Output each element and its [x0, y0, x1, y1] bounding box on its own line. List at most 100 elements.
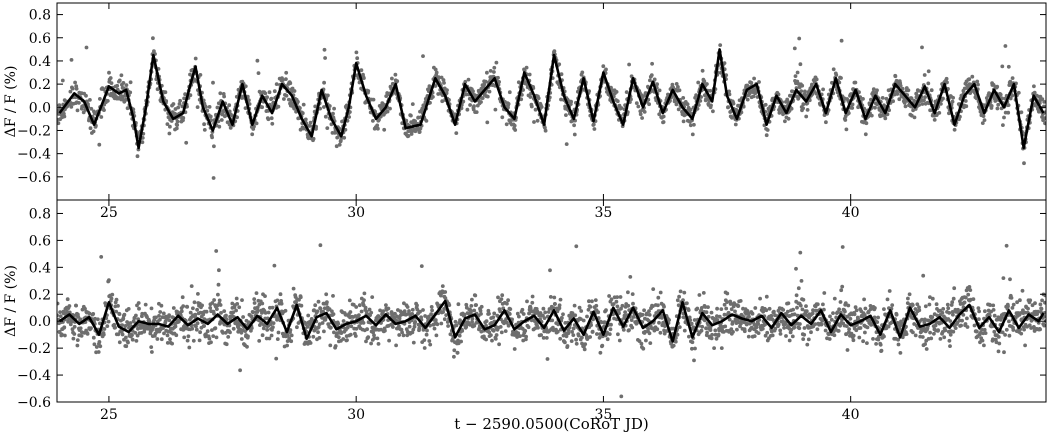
observation-point — [548, 295, 553, 299]
observation-point — [384, 303, 388, 307]
observation-point — [800, 83, 805, 88]
observation-point — [623, 310, 627, 314]
observation-point — [336, 321, 341, 326]
observation-point — [85, 332, 90, 336]
observation-point — [269, 116, 274, 121]
observation-point — [371, 330, 375, 335]
observation-point — [288, 81, 293, 86]
observation-point — [134, 313, 138, 318]
observation-point — [618, 295, 623, 299]
observation-point — [459, 339, 463, 344]
observation-point — [678, 289, 683, 294]
observation-point — [861, 97, 865, 101]
observation-point — [341, 319, 346, 323]
observation-point — [484, 323, 488, 328]
observation-point — [581, 318, 586, 323]
observation-point — [752, 334, 757, 338]
observation-point — [386, 306, 391, 311]
observation-point — [810, 311, 815, 316]
y-tick-label: 0.0 — [29, 100, 51, 116]
observation-point — [508, 307, 513, 311]
observation-point — [188, 310, 193, 315]
observation-point — [506, 102, 511, 106]
observation-point — [709, 336, 714, 341]
observation-point — [722, 312, 727, 317]
observation-point — [620, 303, 625, 308]
observation-point — [174, 126, 179, 131]
observation-point — [735, 327, 739, 332]
observation-point — [423, 314, 427, 318]
observation-point — [651, 287, 656, 291]
observation-point — [149, 345, 154, 349]
observation-point — [87, 311, 92, 316]
observation-point — [524, 337, 528, 342]
observation-point — [479, 312, 483, 316]
observation-point — [781, 308, 786, 312]
observation-point — [950, 300, 955, 305]
observation-point — [234, 308, 239, 313]
observation-point — [586, 307, 591, 312]
observation-point — [295, 325, 299, 330]
observation-point — [128, 321, 133, 325]
observation-point — [657, 112, 662, 117]
observation-point — [294, 300, 298, 304]
observation-point — [465, 107, 470, 112]
observation-point — [662, 328, 666, 333]
observation-point — [704, 310, 709, 315]
observation-point — [875, 320, 880, 324]
observation-point — [745, 309, 750, 313]
observation-point — [331, 312, 336, 316]
observation-point — [558, 297, 563, 302]
observation-point — [764, 133, 769, 138]
observation-point — [115, 83, 120, 88]
observation-point — [784, 334, 788, 338]
observation-point — [861, 339, 865, 344]
observation-point — [365, 327, 369, 332]
observation-point — [555, 329, 560, 334]
observation-point — [588, 335, 592, 339]
observation-point — [959, 323, 963, 328]
observation-point — [619, 106, 624, 110]
observation-point — [369, 341, 373, 346]
observation-point — [165, 341, 170, 345]
observation-point — [329, 325, 333, 330]
observation-point — [948, 319, 953, 323]
observation-point — [639, 341, 644, 346]
observation-point — [921, 273, 926, 278]
observation-point — [559, 97, 563, 102]
observation-point — [728, 302, 733, 306]
observation-point — [168, 124, 172, 129]
observation-point — [596, 310, 601, 315]
axes-frame — [56, 2, 1047, 201]
observation-point — [345, 338, 349, 342]
observation-point — [124, 335, 128, 340]
observation-point — [401, 333, 406, 338]
observation-point — [361, 321, 366, 325]
observation-point — [644, 311, 649, 316]
observation-point — [256, 71, 261, 75]
observation-point — [432, 326, 437, 331]
observation-point — [394, 318, 399, 323]
observation-point — [523, 329, 528, 333]
observation-point — [1043, 110, 1046, 115]
observation-point — [195, 307, 200, 312]
observation-point — [194, 327, 199, 332]
observation-point — [329, 122, 334, 127]
observation-point — [482, 82, 487, 87]
observation-point — [397, 316, 402, 321]
observation-point — [410, 312, 415, 316]
observation-point — [130, 337, 135, 342]
observation-point — [858, 326, 863, 330]
observation-point — [102, 108, 106, 112]
observation-point — [1043, 121, 1046, 126]
observation-point — [840, 284, 845, 289]
observation-point — [443, 296, 448, 300]
observation-point — [349, 324, 354, 329]
observation-point — [366, 89, 371, 93]
observation-point — [785, 97, 790, 102]
observation-point — [69, 105, 74, 109]
observation-point — [285, 339, 290, 343]
observation-point — [641, 94, 645, 99]
observation-point — [211, 334, 216, 338]
observation-point — [831, 67, 836, 72]
